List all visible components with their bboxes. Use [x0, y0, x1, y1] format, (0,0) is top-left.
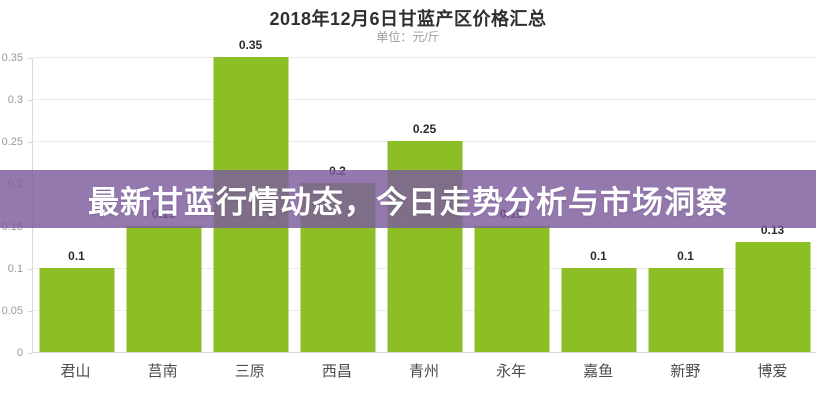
x-axis-label: 博爱 [757, 363, 788, 380]
x-axis-label: 新野 [670, 363, 701, 380]
bar-value-label: 0.1 [590, 248, 607, 263]
bar-value-label: 0.25 [412, 122, 437, 137]
y-axis-tick-label: 0 [16, 347, 23, 359]
chart-subtitle: 单位：元/斤 [376, 30, 440, 44]
y-axis-tick-mark [28, 100, 32, 102]
bar-band: 0.1 [555, 58, 642, 352]
x-axis-label: 君山 [60, 363, 91, 380]
y-axis-tick-label: 0.1 [7, 262, 23, 275]
y-axis-tick-mark [28, 58, 32, 59]
bar-band: 0.1 [33, 58, 120, 352]
bar [648, 267, 723, 352]
gridline [33, 57, 816, 58]
bar-band: 0.15 [468, 58, 555, 352]
headline-banner: 最新甘蓝行情动态，今日走势分析与市场洞察 [0, 170, 816, 228]
x-axis-label: 莒南 [147, 363, 178, 380]
y-axis-tick-mark [28, 142, 32, 144]
y-axis-tick-label: 0.35 [1, 52, 23, 64]
bar-value-label: 0.35 [238, 38, 263, 52]
y-axis-tick-mark [28, 353, 32, 354]
x-axis-label: 嘉鱼 [583, 363, 614, 380]
x-axis-label: 西昌 [321, 363, 352, 380]
headline-text: 最新甘蓝行情动态，今日走势分析与市场洞察 [88, 184, 728, 220]
bar [735, 242, 810, 352]
bar [39, 267, 114, 352]
x-axis-label: 青州 [408, 363, 439, 380]
bar [474, 225, 549, 352]
x-axis-label: 永年 [496, 363, 527, 380]
bar [561, 267, 636, 352]
y-axis-tick-mark [28, 310, 32, 312]
x-axis: 君山 莒南 三原 西昌 青州 永年 嘉鱼 新野 博爱 [32, 360, 816, 381]
y-axis-tick-label: 0.3 [7, 94, 23, 107]
bar-value-label: 0.1 [68, 248, 85, 263]
y-axis-tick-mark [28, 268, 32, 270]
x-axis-label: 三原 [234, 363, 265, 380]
y-axis-tick-label: 0.05 [1, 304, 23, 317]
bar-value-label: 0.1 [677, 248, 694, 263]
bar [126, 225, 201, 352]
y-axis-tick-label: 0.25 [1, 136, 23, 149]
bar-band: 0.1 [642, 58, 729, 352]
chart-title: 2018年12月6日甘蓝产区价格汇总 [269, 9, 547, 29]
gridline [33, 99, 816, 101]
